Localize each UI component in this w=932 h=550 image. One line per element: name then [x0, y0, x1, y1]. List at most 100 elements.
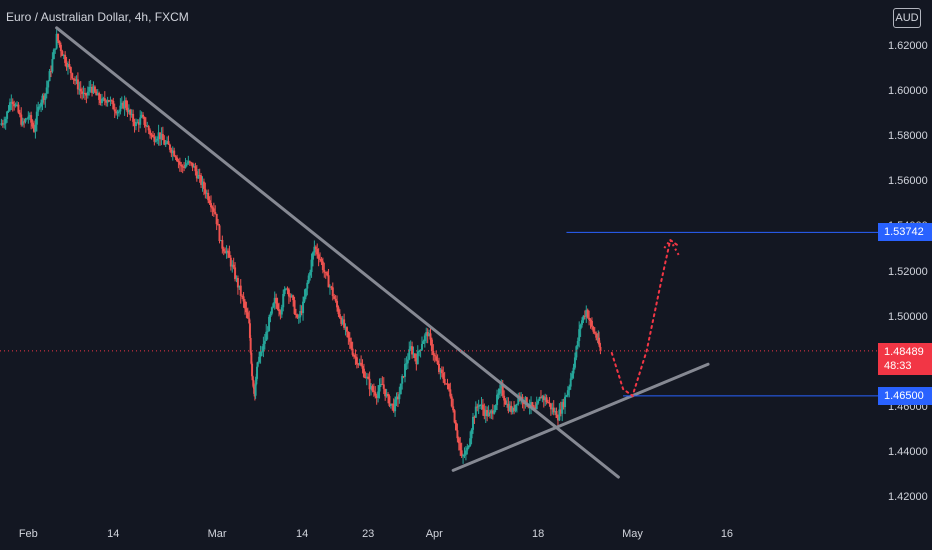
candle-body	[30, 115, 33, 123]
candle-body	[572, 367, 575, 374]
candle-body	[185, 163, 188, 165]
candle-body	[306, 282, 309, 289]
candle-body	[394, 399, 397, 412]
candle-body	[66, 64, 69, 68]
chart-title[interactable]: Euro / Australian Dollar, 4h, FXCM	[6, 10, 189, 24]
candle-body	[207, 192, 210, 201]
candle-body	[178, 161, 181, 165]
candle-body	[548, 402, 551, 404]
candle-body	[62, 54, 65, 56]
candle-body	[552, 407, 555, 413]
candle-body	[269, 313, 272, 317]
candle-body	[409, 346, 412, 350]
y-tick-label: 1.44000	[888, 446, 928, 459]
candle-body	[446, 383, 449, 385]
candle-body	[282, 293, 285, 308]
candle-body	[78, 88, 81, 90]
candle-body	[176, 157, 179, 162]
candle-body	[140, 114, 143, 118]
candle-body	[248, 318, 251, 324]
candle-body	[324, 271, 327, 273]
candle-body	[355, 357, 358, 365]
candle-body	[433, 355, 436, 357]
candle-body	[14, 104, 17, 107]
candle-body	[125, 100, 128, 108]
candle-body	[177, 161, 180, 163]
candle-body	[365, 376, 368, 378]
candle-body	[457, 438, 460, 444]
candle-body	[133, 121, 136, 127]
candle-body	[102, 98, 105, 100]
candle-body	[224, 251, 227, 254]
candle-body	[525, 397, 528, 406]
candle-body	[558, 409, 561, 421]
candle-body	[538, 397, 541, 401]
candle-body	[170, 149, 173, 154]
candle-body	[573, 357, 576, 368]
candle-body	[436, 360, 439, 365]
candle-body	[488, 412, 491, 414]
candle-body	[319, 258, 322, 260]
candle-body	[130, 113, 133, 116]
candle-body	[307, 275, 310, 283]
candle-body	[79, 88, 82, 92]
candle-body	[579, 324, 582, 330]
candle-body	[569, 378, 572, 387]
x-tick-label: 16	[720, 528, 734, 540]
candle-body	[328, 286, 331, 288]
candle-body	[358, 362, 361, 365]
candle-body	[310, 259, 313, 273]
candle-body	[262, 343, 265, 352]
candle-body	[248, 323, 251, 338]
projection-arrowhead	[663, 238, 681, 258]
candle-body	[212, 208, 215, 212]
candle-body	[399, 383, 402, 395]
candle-body	[401, 376, 404, 384]
candle-body	[534, 407, 537, 410]
candle-body	[467, 445, 470, 448]
candle-body	[348, 337, 351, 342]
x-tick-label: Feb	[18, 528, 38, 540]
candle-body	[440, 369, 443, 374]
candle-body	[311, 252, 314, 260]
candle-body	[551, 407, 554, 410]
candle-body	[160, 133, 163, 140]
candle-body	[24, 118, 27, 122]
candle-body	[253, 387, 256, 394]
candle-body	[236, 277, 239, 288]
candle-body	[258, 356, 261, 363]
candle-body	[384, 388, 387, 397]
candle-body	[76, 79, 79, 90]
candle-body	[231, 264, 234, 267]
candle-body	[354, 356, 357, 358]
candle-body	[127, 109, 130, 113]
candle-body	[304, 288, 307, 297]
candle-body	[195, 171, 198, 179]
candle-body	[151, 134, 154, 137]
candle-body	[183, 166, 186, 168]
candle-body	[109, 100, 112, 102]
candle-body	[280, 307, 283, 315]
candle-body	[405, 363, 408, 365]
candle-body	[309, 272, 312, 276]
currency-badge[interactable]: AUD	[893, 8, 921, 28]
candle-body	[287, 289, 290, 297]
candle-body	[466, 447, 469, 451]
candle-body	[578, 329, 581, 342]
candle-body	[344, 327, 347, 329]
trendline	[55, 26, 620, 479]
current-price-value: 1.48489	[884, 345, 924, 358]
candle-body	[296, 314, 299, 318]
candle-body	[490, 410, 493, 414]
candle-body	[190, 162, 193, 164]
candle-body	[256, 362, 259, 367]
candle-body	[541, 396, 544, 399]
candle-body	[3, 123, 6, 125]
candle-body	[493, 410, 496, 414]
candle-body	[256, 366, 259, 379]
candle-body	[442, 373, 445, 379]
candle-body	[83, 92, 86, 94]
candle-body	[426, 332, 429, 337]
candle-body	[115, 111, 118, 114]
